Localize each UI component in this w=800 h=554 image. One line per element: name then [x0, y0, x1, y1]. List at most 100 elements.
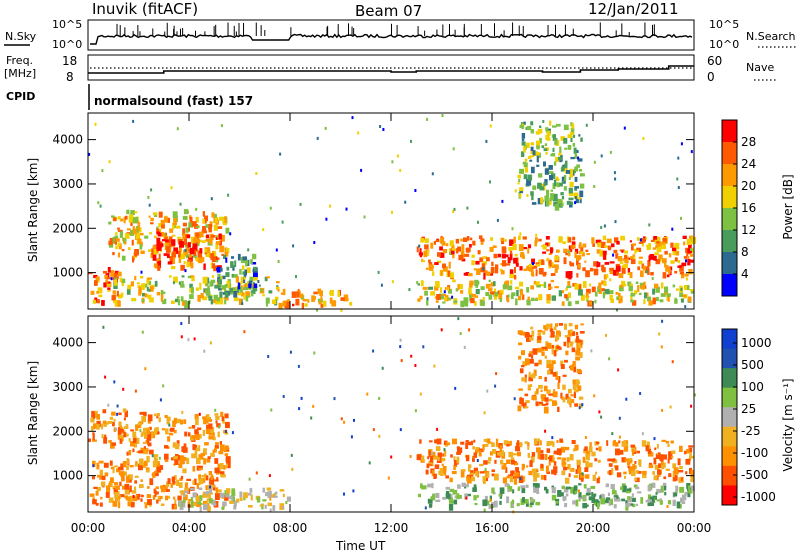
scatter-cell — [635, 477, 640, 483]
scatter-cell — [250, 259, 253, 265]
scatter-cell — [594, 299, 597, 304]
scatter-cell — [621, 441, 627, 447]
scatter-cell — [248, 283, 251, 289]
scatter-cell — [106, 281, 111, 287]
scatter-cell — [582, 267, 586, 272]
scatter-cell — [143, 427, 148, 432]
colorbar-bin — [722, 368, 737, 389]
scatter-cell — [658, 463, 663, 468]
scatter-cell — [123, 432, 127, 438]
scatter-cell — [492, 245, 497, 248]
scatter-cell — [628, 466, 634, 472]
scatter-cell — [518, 388, 523, 391]
scatter-cell — [296, 291, 300, 298]
scatter-cell — [445, 243, 449, 247]
cpid-text: normalsound (fast) 157 — [94, 94, 253, 108]
scatter-cell — [524, 441, 528, 444]
scatter-cell — [269, 508, 272, 512]
scatter-cell — [340, 308, 343, 312]
scatter-cell — [538, 359, 542, 365]
scatter-cell — [629, 240, 632, 243]
scatter-cell — [472, 446, 475, 450]
scatter-cell — [92, 433, 95, 441]
scatter-cell — [134, 389, 137, 393]
scatter-cell — [596, 249, 601, 254]
scatter-cell — [106, 485, 110, 492]
scatter-cell — [282, 288, 286, 296]
scatter-cell — [468, 466, 471, 472]
scatter-cell — [505, 263, 511, 266]
scatter-cell — [479, 471, 485, 474]
scatter-cell — [165, 241, 170, 248]
scatter-cell — [116, 290, 119, 297]
scatter-cell — [578, 134, 581, 137]
scatter-cell — [615, 253, 618, 259]
scatter-cell — [181, 410, 184, 414]
scatter-cell — [121, 249, 125, 252]
scatter-cell — [233, 505, 237, 510]
scatter-cell — [488, 294, 493, 300]
scatter-cell — [494, 294, 498, 300]
scatter-cell — [148, 426, 152, 430]
scatter-cell — [265, 492, 269, 497]
scatter-cell — [475, 295, 479, 298]
scatter-cell — [573, 485, 578, 493]
scatter-cell — [482, 444, 485, 451]
scatter-cell — [130, 441, 135, 447]
scatter-cell — [569, 404, 572, 408]
scatter-cell — [100, 481, 106, 487]
scatter-cell — [467, 476, 472, 483]
scatter-cell — [150, 217, 154, 222]
scatter-cell — [552, 372, 557, 377]
scatter-cell — [171, 252, 174, 259]
scatter-cell — [233, 274, 238, 277]
scatter-cell — [529, 460, 533, 468]
scatter-cell — [608, 463, 613, 467]
scatter-cell — [661, 439, 667, 442]
scatter-cell — [245, 291, 250, 296]
scatter-cell — [503, 248, 507, 253]
scatter-cell — [213, 251, 217, 258]
scatter-cell — [431, 172, 434, 176]
scatter-cell — [456, 493, 460, 500]
scatter-cell — [390, 455, 393, 459]
scatter-cell — [538, 268, 544, 275]
scatter-cell — [691, 485, 695, 491]
scatter-cell — [231, 431, 234, 435]
scatter-cell — [145, 467, 149, 470]
scatter-cell — [419, 439, 422, 444]
scatter-cell — [157, 413, 160, 417]
scatter-cell — [243, 294, 246, 300]
scatter-cell — [565, 477, 570, 484]
scatter-cell — [609, 270, 614, 275]
scatter-cell — [530, 121, 534, 126]
scatter-cell — [218, 279, 222, 285]
scatter-cell — [510, 457, 515, 461]
scatter-cell — [118, 501, 121, 509]
scatter-cell — [176, 418, 181, 424]
scatter-cell — [158, 253, 161, 261]
scatter-cell — [155, 486, 159, 490]
scatter-cell — [656, 499, 661, 502]
scatter-cell — [535, 233, 538, 237]
scatter-cell — [649, 254, 654, 260]
scatter-cell — [645, 237, 648, 240]
scatter-cell — [468, 328, 471, 332]
scatter-cell — [519, 266, 523, 271]
colorbar-tick-label: 12 — [741, 223, 756, 237]
scatter-cell — [548, 165, 553, 170]
scatter-cell — [372, 428, 375, 432]
scatter-cell — [241, 302, 244, 306]
scatter-cell — [196, 457, 201, 465]
scatter-cell — [579, 168, 583, 172]
scatter-cell — [174, 499, 177, 507]
scatter-cell — [502, 477, 508, 484]
scatter-cell — [590, 349, 593, 353]
scatter-cell — [563, 248, 568, 253]
scatter-cell — [519, 442, 523, 448]
scatter-cell — [118, 428, 122, 435]
scatter-cell — [461, 244, 465, 251]
scatter-cell — [627, 257, 633, 260]
scatter-cell — [460, 441, 465, 445]
scatter-cell — [632, 243, 636, 246]
